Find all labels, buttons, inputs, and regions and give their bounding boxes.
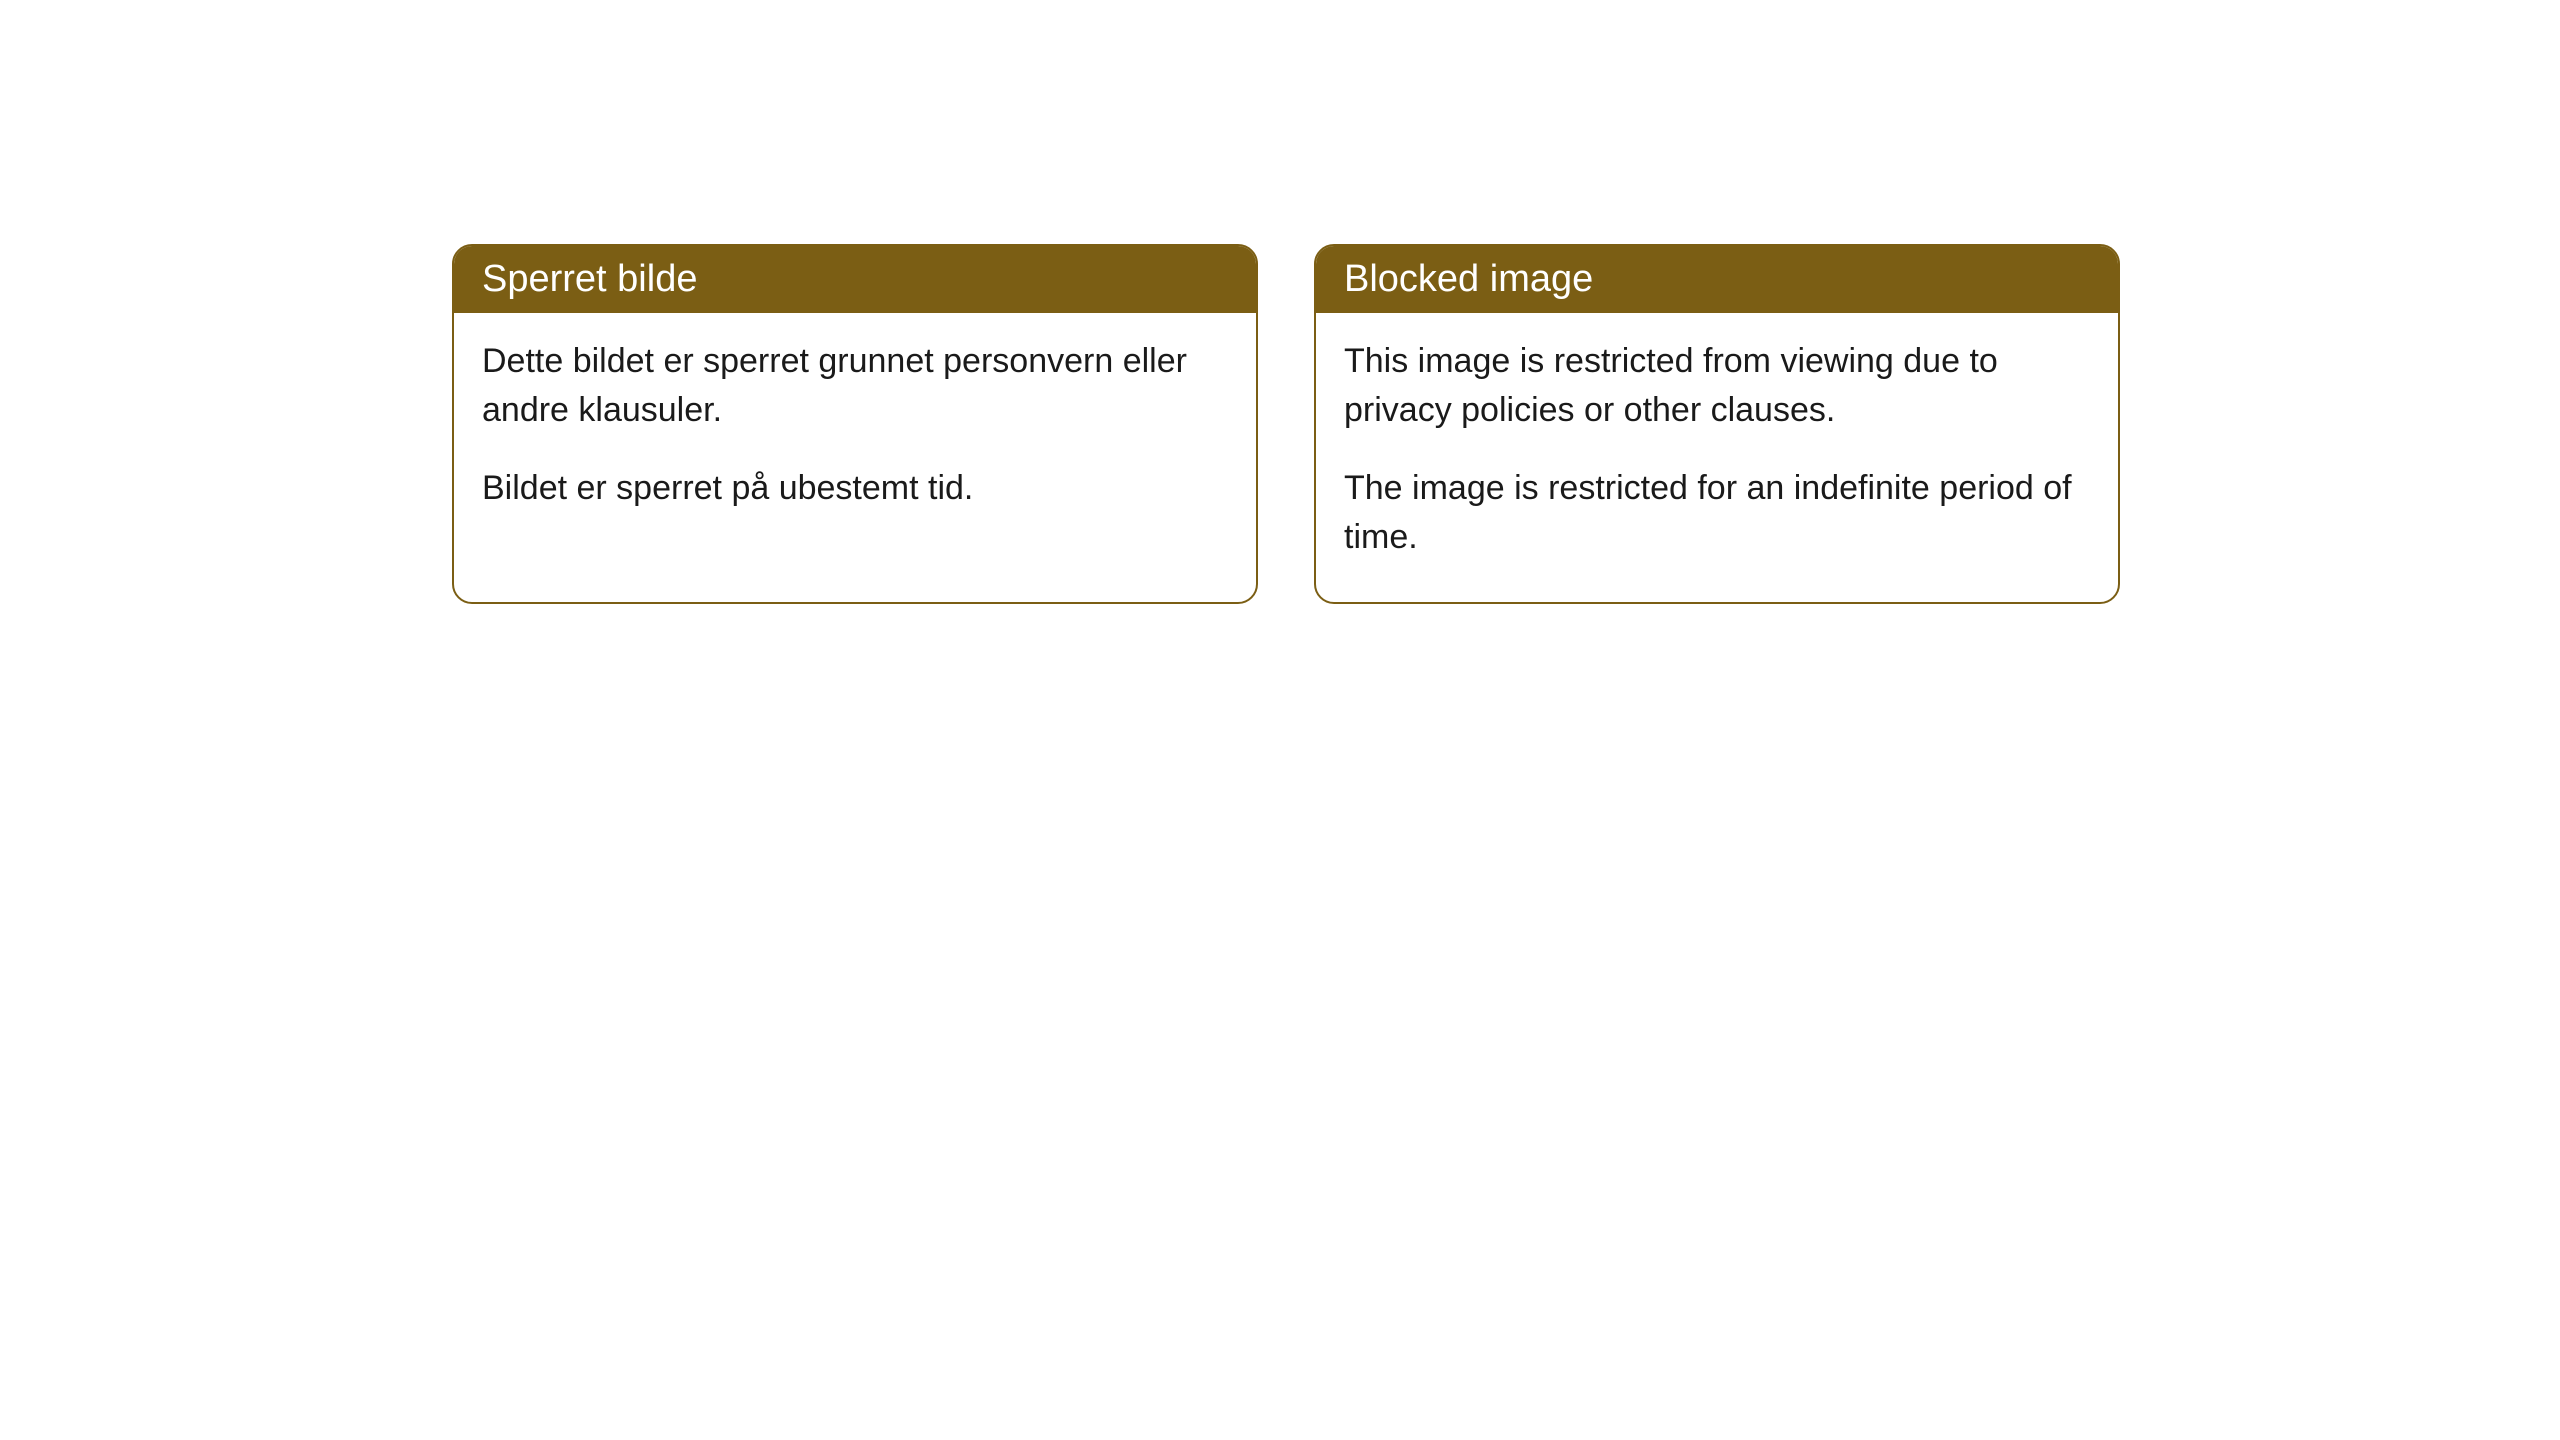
card-header-english: Blocked image	[1316, 246, 2118, 313]
notice-cards-container: Sperret bilde Dette bildet er sperret gr…	[0, 0, 2560, 604]
blocked-image-card-norwegian: Sperret bilde Dette bildet er sperret gr…	[452, 244, 1258, 604]
card-header-norwegian: Sperret bilde	[454, 246, 1256, 313]
blocked-image-card-english: Blocked image This image is restricted f…	[1314, 244, 2120, 604]
notice-text-line2: The image is restricted for an indefinit…	[1344, 464, 2090, 563]
notice-text-line1: Dette bildet er sperret grunnet personve…	[482, 337, 1228, 436]
notice-text-line1: This image is restricted from viewing du…	[1344, 337, 2090, 436]
card-body-norwegian: Dette bildet er sperret grunnet personve…	[454, 313, 1256, 553]
notice-text-line2: Bildet er sperret på ubestemt tid.	[482, 464, 1228, 513]
card-body-english: This image is restricted from viewing du…	[1316, 313, 2118, 602]
